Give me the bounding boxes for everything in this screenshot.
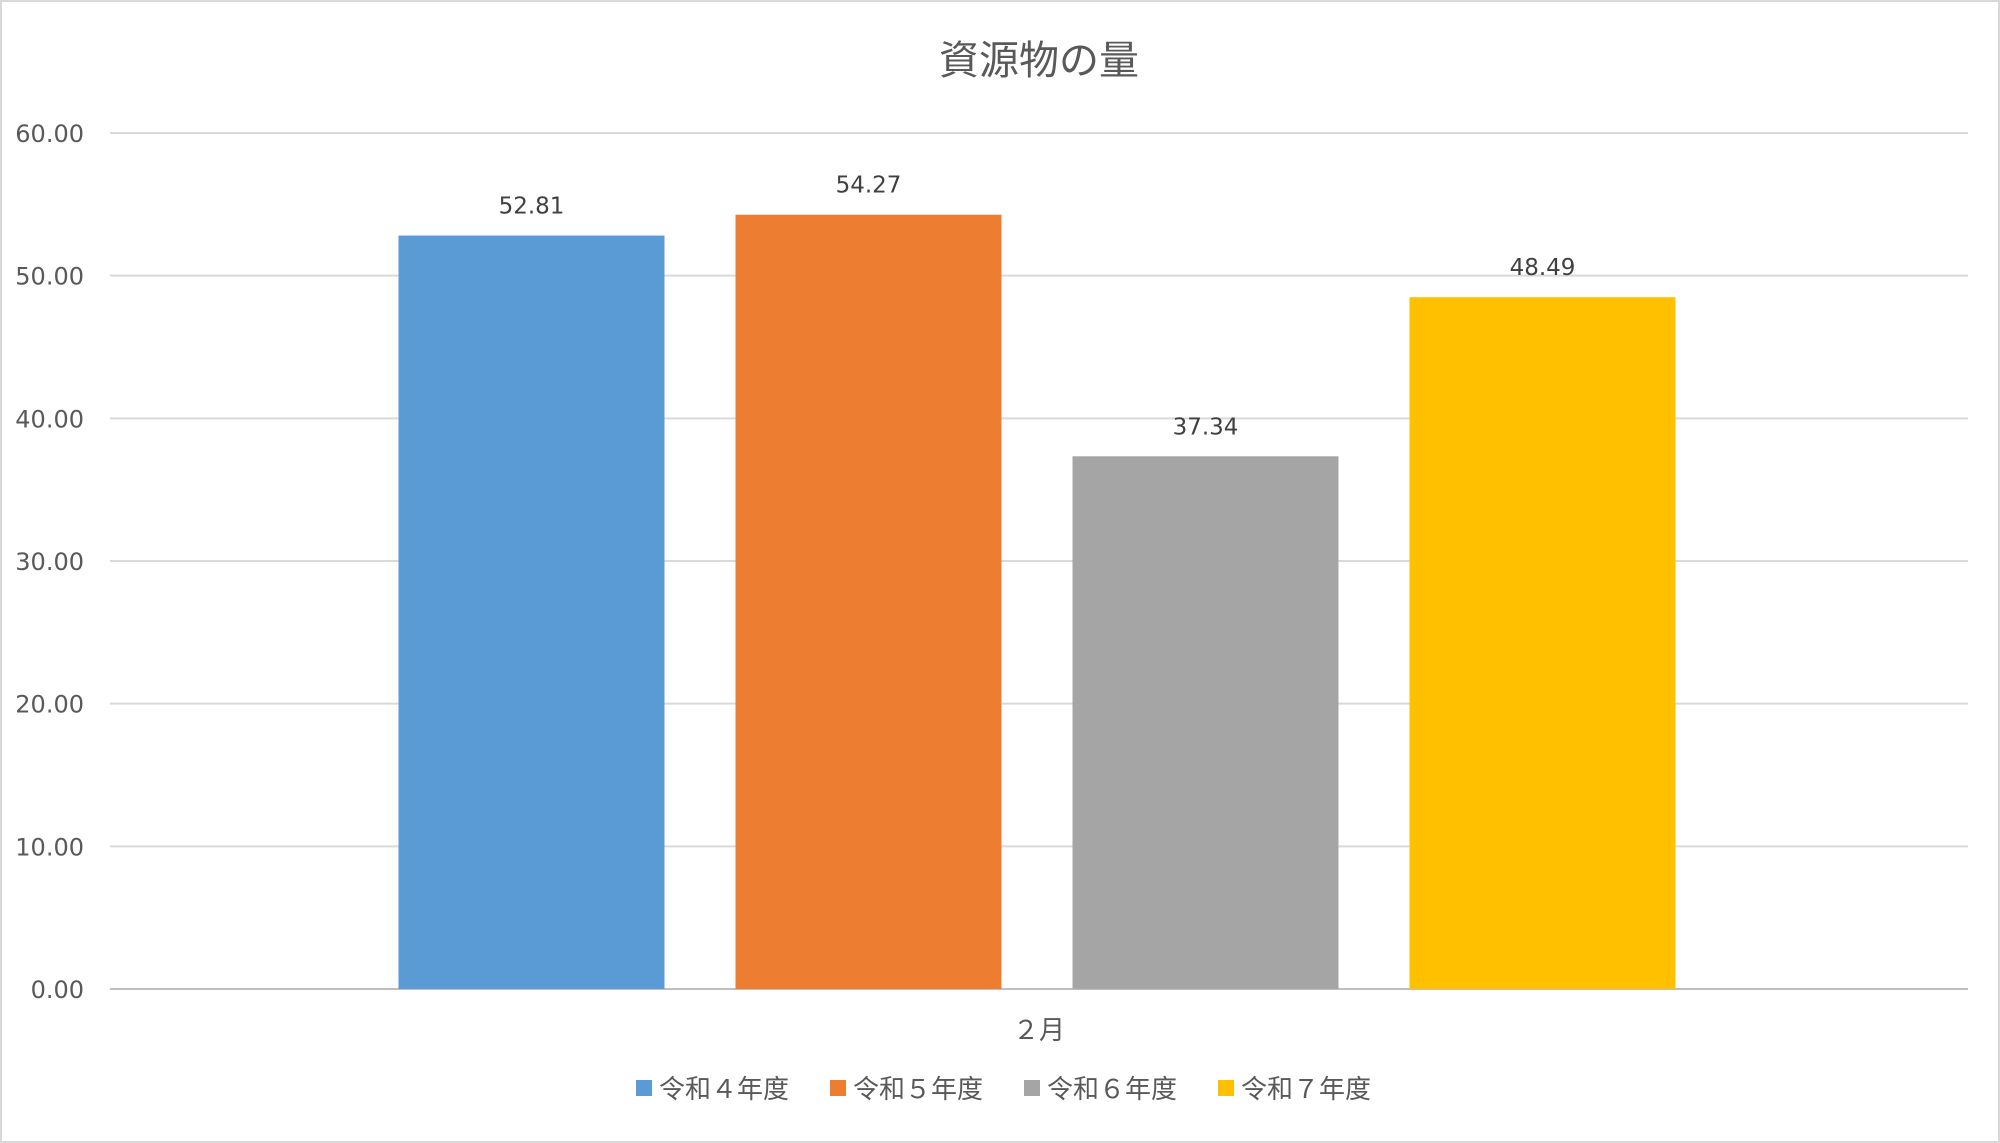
- data-label: 48.49: [1510, 255, 1576, 281]
- data-label: 37.34: [1173, 414, 1239, 440]
- legend-swatch: [830, 1080, 846, 1096]
- data-label: 52.81: [499, 194, 565, 220]
- data-labels: 52.81 54.27 37.34 48.49: [499, 173, 1576, 441]
- y-tick-label: 40.00: [15, 405, 84, 433]
- y-tick-label: 20.00: [15, 691, 84, 719]
- legend: 令和４年度 令和５年度 令和６年度 令和７年度: [636, 1075, 1371, 1105]
- bar: [735, 214, 1002, 990]
- bars: [398, 214, 1676, 990]
- bar: [1409, 297, 1676, 989]
- legend-swatch: [636, 1080, 652, 1096]
- y-tick-label: 30.00: [15, 548, 84, 576]
- y-axis: 0.00 10.00 20.00 30.00 40.00 50.00 60.00: [15, 120, 84, 1004]
- legend-label: 令和６年度: [1047, 1075, 1177, 1105]
- legend-label: 令和５年度: [853, 1075, 983, 1105]
- gridlines: [110, 132, 1968, 990]
- chart-title: 資源物の量: [939, 38, 1139, 84]
- x-category-label: ２月: [1013, 1016, 1065, 1046]
- y-tick-label: 60.00: [15, 120, 84, 148]
- legend-label: 令和７年度: [1241, 1075, 1371, 1105]
- legend-swatch: [1024, 1080, 1040, 1096]
- bar: [1072, 456, 1339, 989]
- legend-label: 令和４年度: [659, 1075, 789, 1105]
- y-tick-label: 50.00: [15, 263, 84, 291]
- legend-swatch: [1218, 1080, 1234, 1096]
- data-label: 54.27: [836, 173, 902, 199]
- x-axis: ２月: [1013, 1016, 1065, 1046]
- y-tick-label: 0.00: [31, 976, 84, 1004]
- bar: [398, 235, 665, 989]
- y-tick-label: 10.00: [15, 833, 84, 861]
